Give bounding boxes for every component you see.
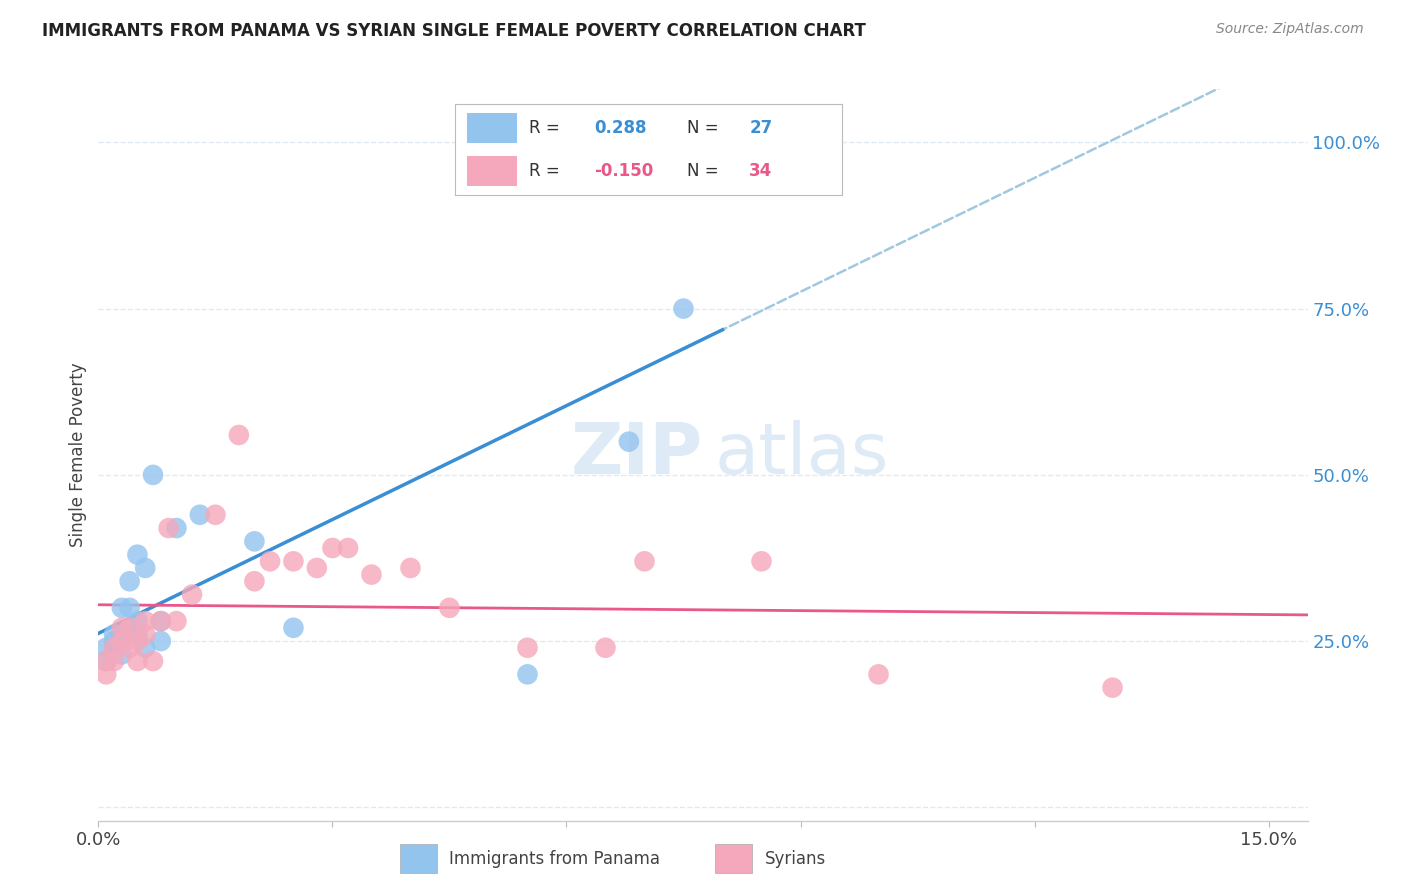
- Point: [868, 667, 890, 681]
- Point: [157, 521, 180, 535]
- Point: [243, 574, 266, 589]
- Point: [103, 640, 125, 655]
- Point: [181, 588, 204, 602]
- Text: Source: ZipAtlas.com: Source: ZipAtlas.com: [1216, 22, 1364, 37]
- Point: [103, 654, 125, 668]
- Point: [337, 541, 360, 555]
- Point: [118, 574, 141, 589]
- Point: [259, 554, 281, 568]
- Point: [96, 654, 118, 668]
- Point: [165, 614, 187, 628]
- Point: [751, 554, 773, 568]
- Point: [134, 627, 156, 641]
- Point: [360, 567, 382, 582]
- Point: [204, 508, 226, 522]
- Point: [516, 640, 538, 655]
- Point: [134, 614, 156, 628]
- Point: [127, 634, 149, 648]
- Point: [127, 548, 149, 562]
- Text: Syrians: Syrians: [765, 849, 827, 868]
- Point: [439, 600, 461, 615]
- Point: [127, 654, 149, 668]
- Point: [305, 561, 328, 575]
- Point: [96, 654, 118, 668]
- Point: [118, 621, 141, 635]
- Point: [516, 667, 538, 681]
- Point: [111, 627, 134, 641]
- Text: Immigrants from Panama: Immigrants from Panama: [450, 849, 661, 868]
- Point: [142, 467, 165, 482]
- Point: [103, 627, 125, 641]
- Point: [127, 614, 149, 628]
- Point: [111, 621, 134, 635]
- Point: [321, 541, 343, 555]
- Point: [111, 648, 134, 662]
- Point: [149, 634, 172, 648]
- Point: [399, 561, 422, 575]
- Point: [142, 654, 165, 668]
- Point: [711, 136, 734, 150]
- Y-axis label: Single Female Poverty: Single Female Poverty: [69, 363, 87, 547]
- Point: [111, 634, 134, 648]
- Text: ZIP: ZIP: [571, 420, 703, 490]
- Point: [1101, 681, 1123, 695]
- Point: [96, 667, 118, 681]
- Point: [103, 640, 125, 655]
- Point: [672, 301, 695, 316]
- FancyBboxPatch shape: [399, 844, 437, 873]
- Point: [111, 600, 134, 615]
- FancyBboxPatch shape: [716, 844, 752, 873]
- Point: [118, 640, 141, 655]
- Point: [127, 627, 149, 641]
- Point: [617, 434, 640, 449]
- Point: [243, 534, 266, 549]
- Point: [149, 614, 172, 628]
- Point: [165, 521, 187, 535]
- Point: [283, 621, 305, 635]
- Point: [283, 554, 305, 568]
- Point: [103, 634, 125, 648]
- Point: [96, 640, 118, 655]
- Point: [149, 614, 172, 628]
- Text: atlas: atlas: [716, 420, 890, 490]
- Text: IMMIGRANTS FROM PANAMA VS SYRIAN SINGLE FEMALE POVERTY CORRELATION CHART: IMMIGRANTS FROM PANAMA VS SYRIAN SINGLE …: [42, 22, 866, 40]
- Point: [118, 600, 141, 615]
- Point: [134, 561, 156, 575]
- Point: [188, 508, 211, 522]
- Point: [134, 640, 156, 655]
- Point: [118, 621, 141, 635]
- Point: [595, 640, 617, 655]
- Point: [633, 554, 655, 568]
- Point: [228, 428, 250, 442]
